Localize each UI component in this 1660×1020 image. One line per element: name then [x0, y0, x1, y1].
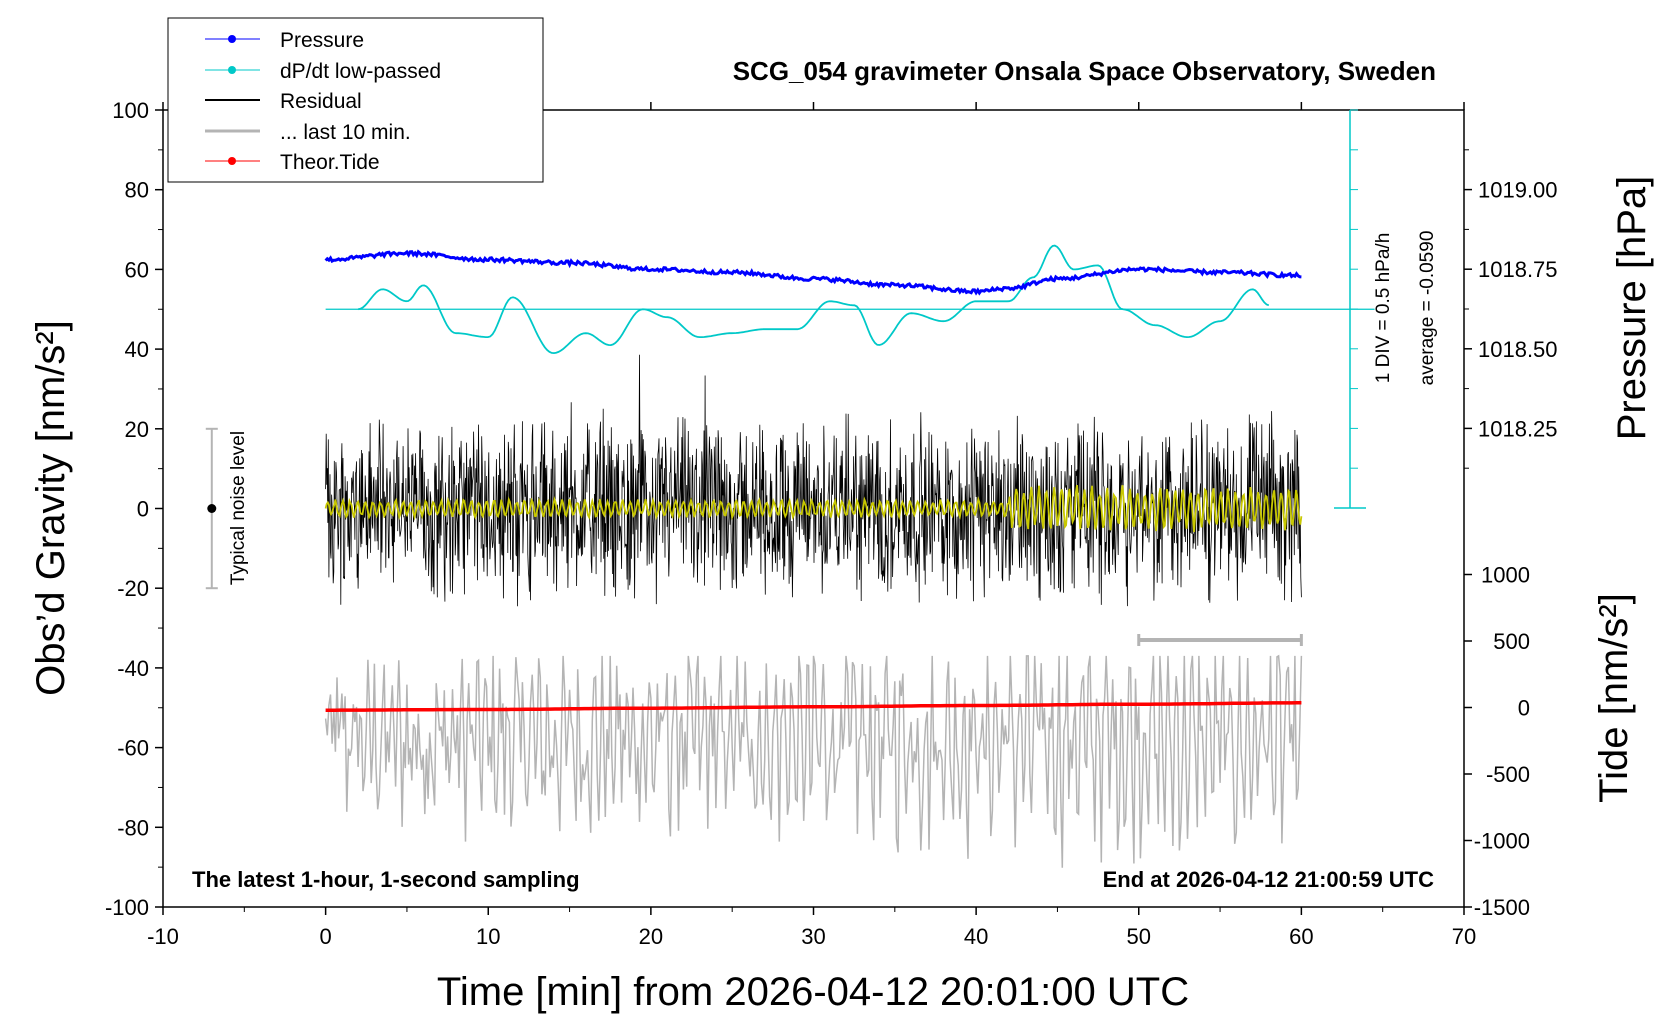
tide-tick-label: -1000 [1474, 829, 1530, 854]
x-tick-label: 60 [1289, 924, 1313, 949]
tide-tick-label: 500 [1493, 629, 1530, 654]
y-tick-label: -60 [117, 736, 149, 761]
last10-line [324, 654, 1303, 868]
tide-tick-label: -500 [1486, 762, 1530, 787]
pressure-line [324, 249, 1302, 296]
x-tick-label: 20 [639, 924, 663, 949]
y-tick-label: 20 [125, 417, 149, 442]
legend-marker-tide [228, 157, 236, 165]
legend-label-dpdt: dP/dt low-passed [280, 60, 441, 83]
legend-label-residual: Residual [280, 90, 362, 113]
legend-label-tide: Theor.Tide [280, 151, 380, 174]
x-tick-label: 10 [476, 924, 500, 949]
pressure-axis-label: Pressure [hPa] [1610, 176, 1654, 441]
legend: Pressure dP/dt low-passed Residual ... l… [167, 17, 544, 183]
legend-label-pressure: Pressure [280, 29, 364, 52]
noise-level-dot [207, 504, 217, 513]
pressure-tick-label: 1018.25 [1478, 416, 1558, 441]
x-axis-label: Time [min] from 2026-04-12 20:01:00 UTC [437, 970, 1189, 1014]
pressure-scale-label: 1 DIV = 0.5 hPa/h [1373, 233, 1394, 384]
y-tick-label: -100 [105, 895, 149, 920]
y-axis-label: Obs’d Gravity [nm/s²] [29, 320, 73, 696]
caption-sampling: The latest 1-hour, 1-second sampling [192, 867, 580, 892]
pressure-tick-label: 1019.00 [1478, 178, 1558, 203]
y-tick-label: -80 [117, 815, 149, 840]
tide-line [325, 701, 1302, 712]
x-tick-label: 40 [964, 924, 988, 949]
y-tick-label: 100 [112, 98, 149, 123]
legend-marker-dpdt [228, 66, 236, 74]
x-tick-label: 70 [1452, 924, 1476, 949]
y-tick-label: -20 [117, 576, 149, 601]
residual-line [325, 354, 1302, 607]
caption-end-time: End at 2026-04-12 21:00:59 UTC [1103, 867, 1434, 892]
tide-axis-label: Tide [nm/s²] [1592, 593, 1636, 803]
average-label: average = -0.0590 [1417, 231, 1438, 386]
tide-tick-label: -1500 [1474, 895, 1530, 920]
x-tick-label: 30 [801, 924, 825, 949]
y-tick-label: 80 [125, 178, 149, 203]
axis-ticks: -10 0 10 20 30 40 50 60 70100806040200-20-40-60-… [105, 98, 1558, 949]
legend-marker-pressure [228, 35, 236, 43]
series-layer [324, 244, 1303, 868]
y-tick-label: 60 [125, 257, 149, 282]
legend-label-last10: ... last 10 min. [280, 121, 411, 144]
noise-level-label: Typical noise level [228, 431, 249, 585]
pressure-tick-label: 1018.50 [1478, 337, 1558, 362]
y-tick-label: 0 [137, 497, 149, 522]
y-tick-label: 40 [125, 337, 149, 362]
tide-tick-label: 1000 [1481, 563, 1530, 588]
x-tick-label: 50 [1127, 924, 1151, 949]
pressure-tick-label: 1018.75 [1478, 257, 1558, 282]
y-tick-label: -40 [117, 656, 149, 681]
x-tick-label: -10 [147, 924, 179, 949]
dpdt-line [357, 244, 1270, 355]
residual-lowpass-line [324, 484, 1303, 533]
chart-title: SCG_054 gravimeter Onsala Space Observat… [733, 56, 1436, 86]
x-tick-label: 0 [320, 924, 332, 949]
tide-tick-label: 0 [1518, 696, 1530, 721]
annotation-layer [205, 109, 1375, 647]
